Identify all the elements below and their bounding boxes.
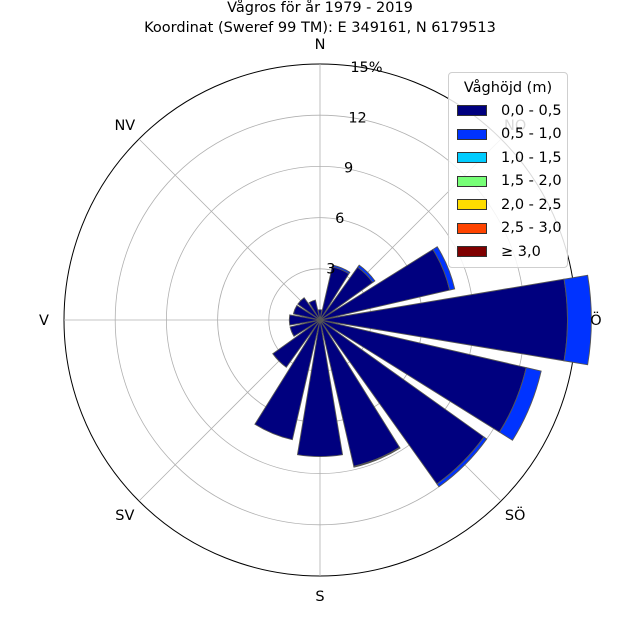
chart-title-block: Vågros för år 1979 - 2019 Koordinat (Swe… — [0, 0, 640, 38]
legend-label: 2,5 - 3,0 — [501, 220, 562, 237]
legend-entry: ≥ 3,0 — [449, 240, 567, 264]
radial-tick-label: 6 — [335, 211, 344, 227]
rose-bar-337.5-0 — [308, 299, 321, 321]
direction-label-Ö: Ö — [590, 311, 601, 329]
rose-bar-157.5-1 — [353, 446, 401, 468]
legend-entry: 2,5 - 3,0 — [449, 217, 567, 241]
rose-bar-135-1 — [436, 436, 488, 488]
legend-entry: 0,0 - 0,5 — [449, 99, 567, 123]
direction-label-SV: SV — [115, 508, 134, 524]
rose-bar-45-1 — [357, 264, 376, 283]
chart-title: Vågros för år 1979 - 2019 — [227, 0, 413, 16]
legend-label: 0,0 - 0,5 — [501, 102, 562, 119]
radial-tick-label: 12 — [348, 110, 366, 126]
legend-swatch — [457, 199, 487, 211]
direction-label-NV: NV — [114, 118, 135, 134]
legend-entry: 1,5 - 2,0 — [449, 170, 567, 194]
legend-swatch — [457, 175, 487, 187]
legend-swatch — [457, 152, 487, 164]
rose-bar-270-0 — [288, 314, 321, 326]
spoke-NV — [138, 138, 321, 321]
legend-label: 0,5 - 1,0 — [501, 126, 562, 143]
rose-bars — [254, 246, 592, 488]
direction-label-V: V — [39, 313, 49, 329]
rose-bar-22.5-1 — [331, 264, 351, 275]
rose-bar-67.5-1 — [432, 246, 456, 291]
direction-label-N: N — [315, 37, 326, 53]
legend-entry: 1,0 - 1,5 — [449, 146, 567, 170]
legend-label: 1,0 - 1,5 — [501, 149, 562, 166]
legend-swatch — [457, 222, 487, 234]
direction-label-SÖ: SÖ — [505, 506, 526, 524]
radial-tick-label: 3 — [326, 262, 335, 278]
legend-label: 2,0 - 2,5 — [501, 196, 562, 213]
rose-bar-90-1 — [563, 274, 592, 366]
rose-bar-225-0 — [272, 319, 321, 368]
rose-bar-292.5-0 — [292, 304, 321, 321]
legend-title: Våghöjd (m) — [463, 80, 553, 96]
legend-swatch — [457, 105, 487, 117]
legend-swatch — [457, 128, 487, 140]
rose-bar-247.5-0 — [289, 319, 321, 337]
legend-entry: 2,0 - 2,5 — [449, 193, 567, 217]
legend-entry: 0,5 - 1,0 — [449, 123, 567, 147]
rose-bar-202.5-0 — [254, 319, 321, 441]
radial-tick-label: 15% — [350, 60, 382, 76]
legend-swatch — [457, 246, 487, 258]
rose-bar-180-0 — [296, 319, 344, 457]
legend: Våghöjd (m) 0,0 - 0,5 0,5 - 1,0 1,0 - 1,5 1… — [448, 72, 568, 268]
legend-label: 1,5 - 2,0 — [501, 173, 562, 190]
rose-bar-112.5-1 — [498, 367, 542, 441]
legend-entries: 0,0 - 0,5 0,5 - 1,0 1,0 - 1,5 1,5 - 2,0 2,0 … — [449, 99, 567, 264]
direction-label-S: S — [315, 589, 324, 605]
rose-bar-0-0 — [317, 309, 323, 321]
radial-tick-label: 9 — [344, 161, 353, 177]
chart-subtitle: Koordinat (Sweref 99 TM): E 349161, N 61… — [144, 20, 496, 36]
legend-label: ≥ 3,0 — [501, 243, 541, 260]
rose-bar-315-0 — [297, 297, 321, 321]
